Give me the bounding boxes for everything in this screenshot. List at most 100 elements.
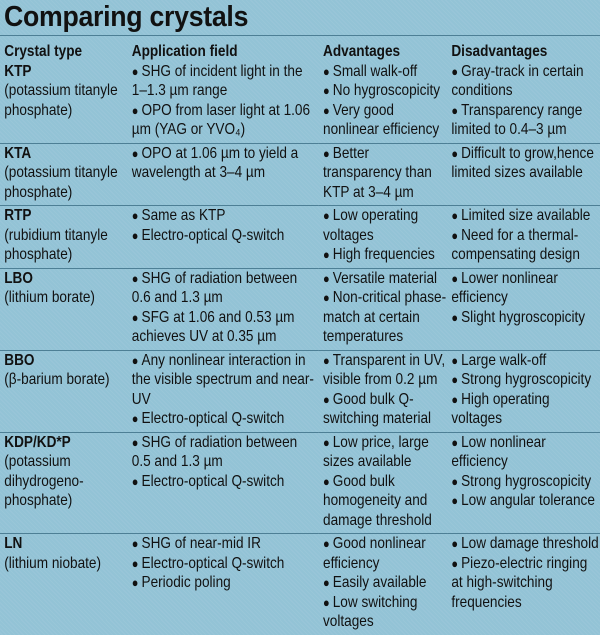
crystal-name: BBO (4, 351, 35, 369)
crystal-full-name: (potassium titanyle phosphate) (4, 164, 118, 201)
crystal-name: KTP (4, 62, 32, 80)
advantage-item: Low price, large sizes available (323, 433, 447, 472)
application-item: OPO from laser light at 1.06 µm (YAG or … (132, 101, 319, 140)
disadvantage-item: Difficult to grow,hence limited sizes av… (451, 144, 600, 183)
advantage-item: Non-critical phase-match at certain temp… (323, 288, 447, 347)
disadvantages-cell: Gray-track in certain conditionsTranspar… (447, 62, 600, 144)
application-item: SFG at 1.06 and 0.53 µm achieves UV at 0… (132, 308, 319, 347)
crystal-type-cell: KTP (potassium titanyle phosphate) (0, 62, 128, 144)
application-item: Periodic poling (132, 573, 319, 593)
advantage-item: Transparent in UV, visible from 0.2 µm (323, 351, 447, 390)
application-item: Any nonlinear interaction in the visible… (132, 351, 319, 410)
disadvantage-item: Low angular tolerance (451, 491, 600, 511)
application-item: SHG of near-mid IR (132, 534, 319, 554)
crystal-full-name: (lithium borate) (4, 289, 95, 306)
advantage-item: Good bulk homogeneity and damage thresho… (323, 472, 447, 531)
advantage-item: Very good nonlinear efficiency (323, 101, 447, 140)
advantages-cell: Low price, large sizes availableGood bul… (319, 432, 447, 534)
application-field-cell: Same as KTPElectro-optical Q-switch (128, 206, 319, 269)
advantage-item: Better transparency than KTP at 3–4 µm (323, 144, 447, 203)
crystal-name: KTA (4, 144, 32, 162)
disadvantage-item: Low nonlinear efficiency (451, 433, 600, 472)
advantages-cell: Low operating voltagesHigh frequencies (319, 206, 447, 269)
advantage-item: High frequencies (323, 245, 447, 265)
crystal-name: KDP/KD*P (4, 433, 71, 451)
advantage-item: No hygroscopicity (323, 81, 447, 101)
disadvantages-cell: Limited size availableNeed for a thermal… (447, 206, 600, 269)
crystal-name: LBO (4, 269, 33, 287)
application-item: Electro-optical Q-switch (132, 409, 319, 429)
crystal-full-name: (lithium niobate) (4, 554, 102, 572)
advantage-item: Good bulk Q-switching material (323, 390, 447, 429)
header-application-field: Application field (131, 43, 238, 60)
advantage-item: Versatile material (323, 269, 447, 289)
application-item: Electro-optical Q-switch (132, 472, 319, 492)
table-row: KDP/KD*P (potassium dihydrogeno-phosphate… (0, 432, 600, 534)
application-field-cell: SHG of near-mid IRElectro-optical Q-swit… (128, 534, 319, 635)
disadvantage-item: Lower nonlinear efficiency (451, 269, 600, 308)
disadvantages-cell: Lower nonlinear efficiencySlight hygrosc… (447, 268, 600, 350)
advantages-cell: Transparent in UV, visible from 0.2 µmGo… (319, 350, 447, 432)
table-row: LN (lithium niobate) SHG of near-mid IREle… (0, 534, 600, 635)
title-bar: Comparing crystals (0, 0, 600, 36)
disadvantage-item: Slight hygroscopicity (451, 308, 600, 328)
crystal-full-name: (rubidium titanyle phosphate) (4, 226, 108, 264)
crystal-type-cell: LN (lithium niobate) (0, 534, 128, 635)
table-wrapper: Crystal type Application field Advantage… (0, 42, 600, 635)
header-crystal-type: Crystal type (4, 43, 83, 60)
disadvantage-item: Large walk-off (451, 351, 600, 371)
disadvantage-item: Gray-track in certain conditions (451, 62, 600, 101)
disadvantage-item: Need for a thermal-compensating design (451, 226, 600, 265)
crystal-type-cell: KTA (potassium titanyle phosphate) (0, 143, 128, 206)
header-advantages: Advantages (323, 43, 401, 60)
crystal-comparison-table: Crystal type Application field Advantage… (0, 42, 600, 635)
crystal-type-cell: KDP/KD*P (potassium dihydrogeno-phosphate… (0, 432, 128, 534)
advantage-item: Low switching voltages (323, 593, 447, 632)
application-field-cell: SHG of radiation between 0.6 and 1.3 µmS… (128, 268, 319, 350)
disadvantage-item: Transparency range limited to 0.4–3 µm (451, 101, 600, 140)
advantage-item: Small walk-off (323, 62, 447, 82)
disadvantage-item: Piezo-electric ringing at high-switching… (451, 554, 600, 613)
advantages-cell: Better transparency than KTP at 3–4 µm (319, 143, 447, 206)
disadvantage-item: Limited size available (451, 206, 600, 226)
disadvantages-cell: Low nonlinear efficiencyStrong hygroscop… (447, 432, 600, 534)
crystal-full-name: (potassium titanyle phosphate) (4, 82, 118, 119)
application-item: Electro-optical Q-switch (132, 554, 319, 574)
advantages-cell: Good nonlinear efficiencyEasily availabl… (319, 534, 447, 635)
crystal-name: RTP (4, 207, 32, 224)
table-row: BBO (β-barium borate) Any nonlinear intera… (0, 350, 600, 432)
table-row: KTP (potassium titanyle phosphate) SHG of … (0, 62, 600, 144)
disadvantages-cell: Difficult to grow,hence limited sizes av… (447, 143, 600, 206)
page-title: Comparing crystals (4, 1, 249, 33)
application-item: SHG of radiation between 0.5 and 1.3 µm (132, 433, 319, 472)
table-row: LBO (lithium borate) SHG of radiation betw… (0, 268, 600, 350)
application-item: Electro-optical Q-switch (132, 226, 319, 246)
application-field-cell: OPO at 1.06 µm to yield a wavelength at … (128, 143, 319, 206)
header-row: Crystal type Application field Advantage… (0, 42, 600, 62)
disadvantage-item: High operating voltages (451, 390, 600, 429)
application-field-cell: SHG of incident light in the 1–1.3 µm ra… (128, 62, 319, 144)
advantages-cell: Versatile materialNon-critical phase-mat… (319, 268, 447, 350)
application-item: OPO at 1.06 µm to yield a wavelength at … (132, 144, 319, 183)
application-item: SHG of incident light in the 1–1.3 µm ra… (132, 62, 319, 101)
disadvantages-cell: Large walk-offStrong hygroscopicityHigh … (447, 350, 600, 432)
application-field-cell: Any nonlinear interaction in the visible… (128, 350, 319, 432)
disadvantage-item: Strong hygroscopicity (451, 472, 600, 492)
header-disadvantages: Disadvantages (451, 43, 548, 60)
crystal-name: LN (4, 535, 23, 552)
advantage-item: Good nonlinear efficiency (323, 534, 447, 573)
table-row: KTA (potassium titanyle phosphate) OPO at … (0, 143, 600, 206)
advantage-item: Low operating voltages (323, 206, 447, 245)
table-row: RTP (rubidium titanyle phosphate) Same as … (0, 206, 600, 269)
advantages-cell: Small walk-offNo hygroscopicityVery good… (319, 62, 447, 144)
crystal-type-cell: BBO (β-barium borate) (0, 350, 128, 432)
application-item: SHG of radiation between 0.6 and 1.3 µm (132, 269, 319, 308)
application-item: Same as KTP (132, 206, 319, 226)
disadvantage-item: Low damage threshold (451, 534, 600, 554)
application-field-cell: SHG of radiation between 0.5 and 1.3 µmE… (128, 432, 319, 534)
crystal-type-cell: RTP (rubidium titanyle phosphate) (0, 206, 128, 269)
advantage-item: Easily available (323, 573, 447, 593)
crystal-full-name: (β-barium borate) (4, 371, 110, 388)
crystal-type-cell: LBO (lithium borate) (0, 268, 128, 350)
disadvantage-item: Strong hygroscopicity (451, 370, 600, 390)
